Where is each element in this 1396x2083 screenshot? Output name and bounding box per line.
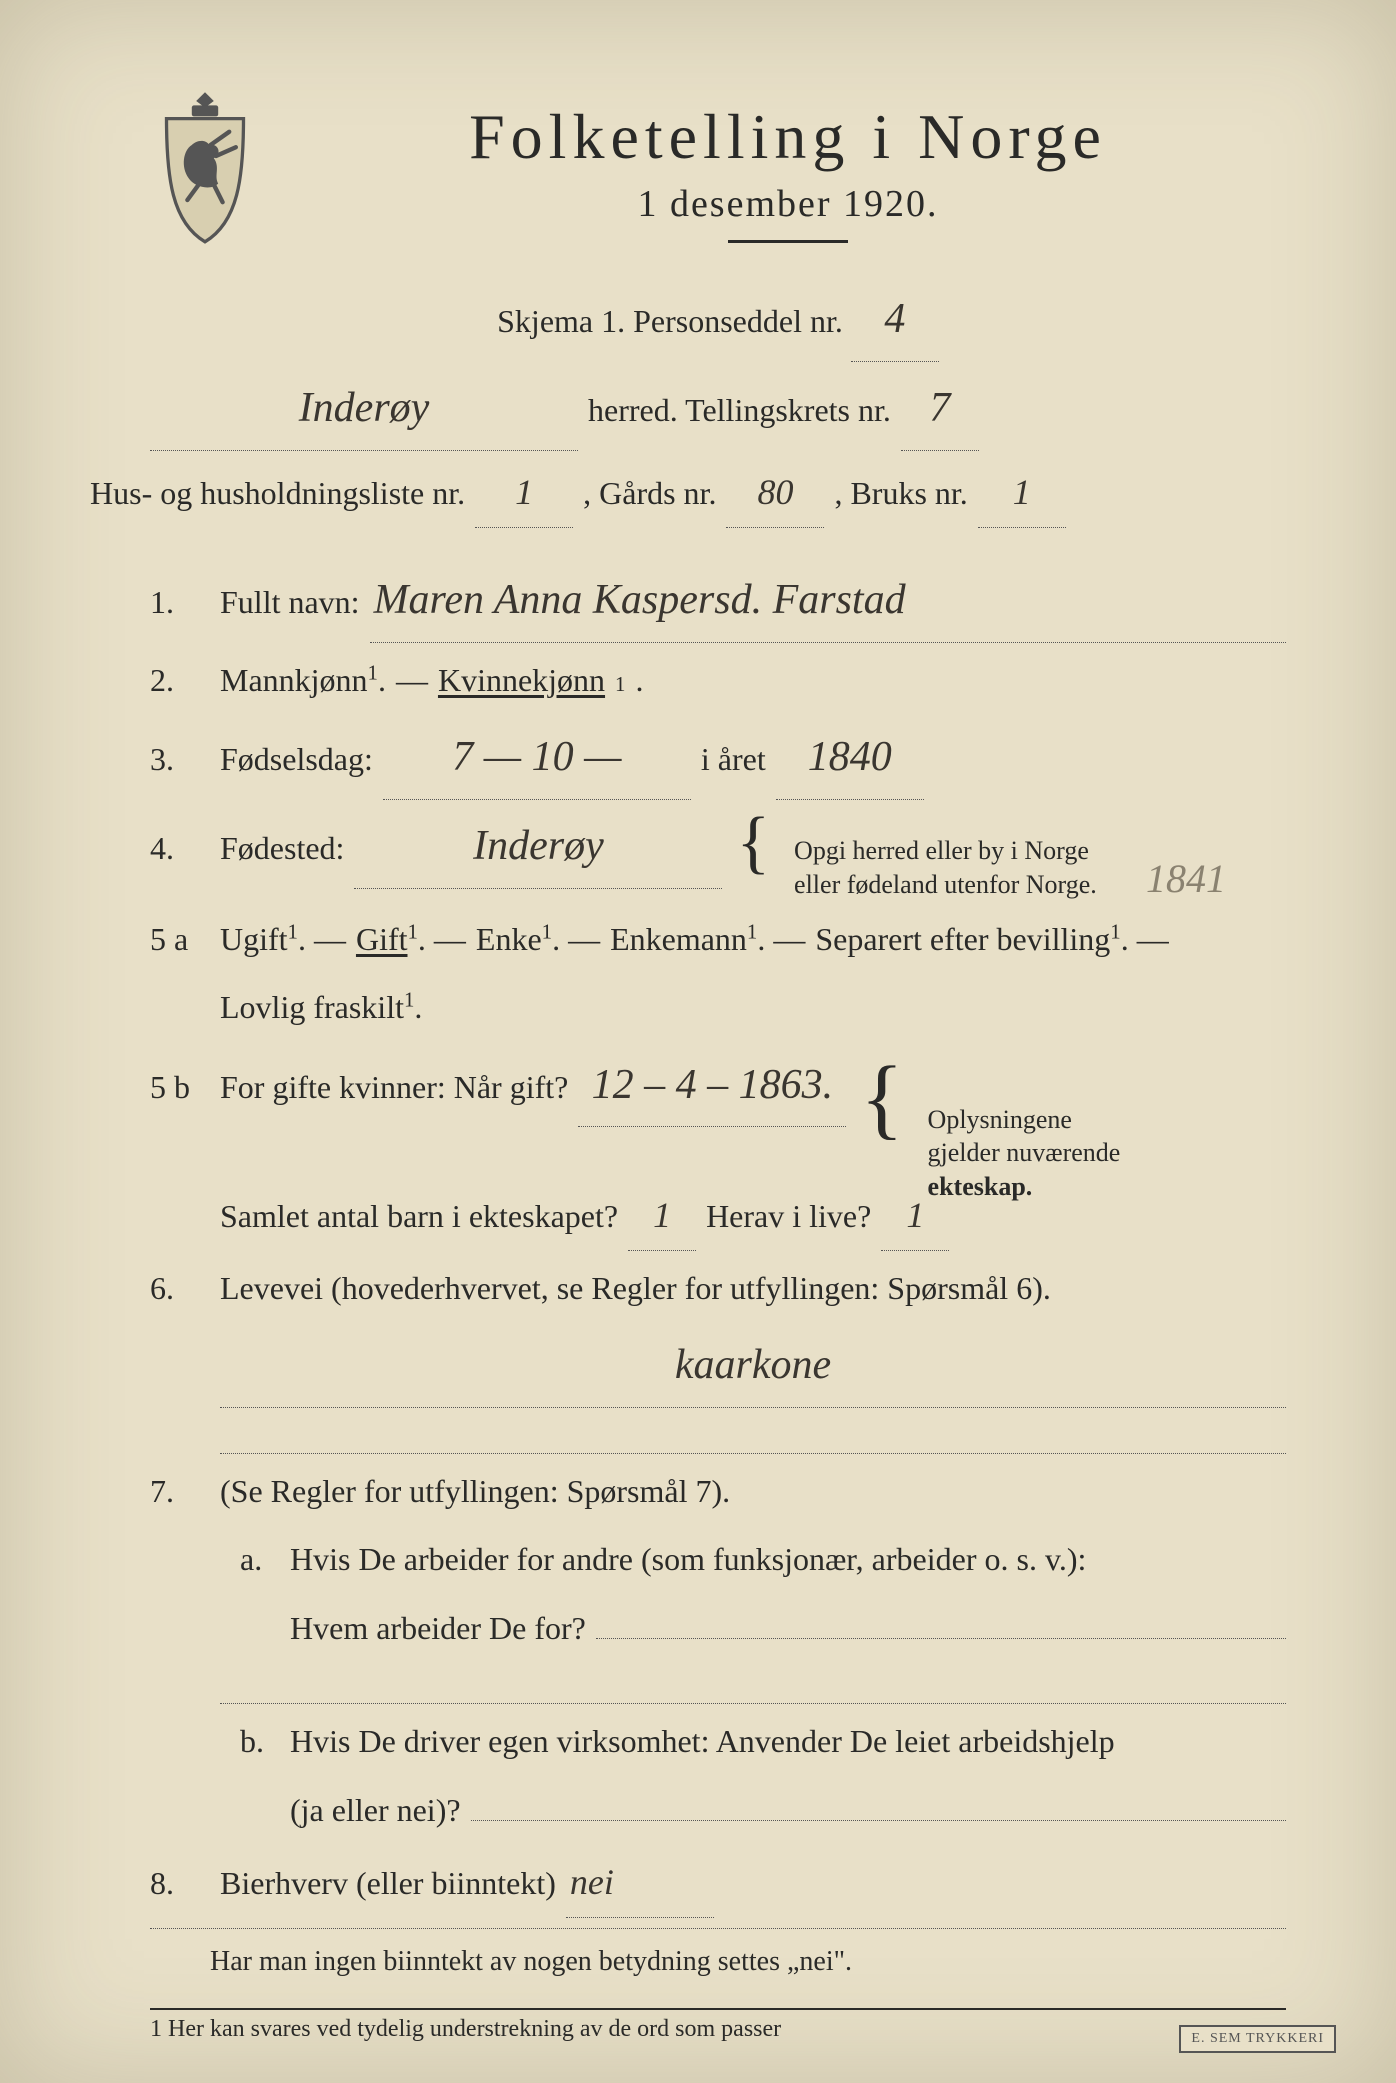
q5b-note: Oplysningene gjelder nuværende ekteskap. <box>928 1103 1121 1204</box>
q5a-enkemann: Enkemann1. — <box>610 908 805 970</box>
q4: 4. Fødested: Inderøy { Opgi herred eller… <box>150 806 1286 902</box>
main-title: Folketelling i Norge <box>290 100 1286 174</box>
q5a-gift: Gift1. — <box>356 908 466 970</box>
q5b-label-c: Herav i live? <box>706 1185 871 1247</box>
q5a-enke: Enke1. — <box>476 908 600 970</box>
q5b-giftdate: 12 – 4 – 1863. <box>578 1045 846 1128</box>
q2-num: 2. <box>150 649 210 711</box>
q3-daymonth: 7 — 10 — <box>383 717 691 800</box>
q5b-barn: 1 <box>628 1180 696 1251</box>
skjema-label: Skjema 1. Personseddel nr. <box>497 303 843 339</box>
q5a-num: 5 a <box>150 908 210 970</box>
q8-value: nei <box>566 1847 714 1918</box>
census-form-page: Folketelling i Norge 1 desember 1920. Sk… <box>0 0 1396 2083</box>
q6: 6. Levevei (hovederhvervet, se Regler fo… <box>150 1257 1286 1319</box>
bruks-nr: 1 <box>978 457 1066 528</box>
husliste-line: Hus- og husholdningsliste nr. 1 , Gårds … <box>90 457 1286 528</box>
subtitle: 1 desember 1920. <box>290 182 1286 226</box>
q7b-num: b. <box>240 1710 280 1772</box>
pencil-year: 1841 <box>1146 855 1226 902</box>
closing-note: Har man ingen biinntekt av nogen betydni… <box>150 1935 1286 1990</box>
q6-label: Levevei (hovederhvervet, se Regler for u… <box>220 1257 1051 1319</box>
q7a-text1: Hvis De arbeider for andre (som funksjon… <box>290 1528 1086 1590</box>
herred-line: Inderøy herred. Tellingskrets nr. 7 <box>150 368 1286 451</box>
gards-nr: 80 <box>726 457 824 528</box>
q7a-text2: Hvem arbeider De for? <box>290 1597 586 1659</box>
q5a-ugift: Ugift1. — <box>220 908 346 970</box>
q6-blank2 <box>150 1414 1286 1453</box>
q7-label: (Se Regler for utfyllingen: Spørsmål 7). <box>220 1460 730 1522</box>
coat-of-arms-icon <box>150 90 260 250</box>
q2-kvinne: Kvinnekjønn <box>438 649 605 711</box>
q1-num: 1. <box>150 571 210 633</box>
q5b-line1: 5 b For gifte kvinner: Når gift? 12 – 4 … <box>150 1045 1286 1174</box>
q7a-blank <box>150 1665 1286 1704</box>
q7b-line1: b. Hvis De driver egen virksomhet: Anven… <box>150 1710 1286 1772</box>
q6-value-line: kaarkone <box>150 1325 1286 1408</box>
q3-year: 1840 <box>776 717 924 800</box>
herred-name: Inderøy <box>150 368 578 451</box>
q5b-label-a: For gifte kvinner: Når gift? <box>220 1056 568 1118</box>
q6-num: 6. <box>150 1257 210 1319</box>
q3: 3. Fødselsdag: 7 — 10 — i året 1840 <box>150 717 1286 800</box>
q7a-line2: Hvem arbeider De for? <box>150 1597 1286 1659</box>
q5a: 5 a Ugift1. — Gift1. — Enke1. — Enkemann… <box>150 908 1286 970</box>
divider-solid <box>150 2008 1286 2010</box>
q7b-text2: (ja eller nei)? <box>290 1779 461 1841</box>
title-block: Folketelling i Norge 1 desember 1920. <box>290 80 1286 269</box>
q5a-fraskilt: Lovlig fraskilt1. <box>220 976 422 1038</box>
q5b-label-b: Samlet antal barn i ekteskapet? <box>220 1185 618 1247</box>
q5a-line2: Lovlig fraskilt1. <box>150 976 1286 1038</box>
title-rule <box>728 240 848 243</box>
q7a-num: a. <box>240 1528 280 1590</box>
footnote: 1 Her kan svares ved tydelig understrekn… <box>150 2016 1286 2043</box>
q4-label: Fødested: <box>220 817 344 879</box>
skjema-line: Skjema 1. Personseddel nr. 4 <box>150 279 1286 362</box>
q4-num: 4. <box>150 817 210 879</box>
q8-label: Bierhverv (eller biinntekt) <box>220 1852 556 1914</box>
divider <box>150 1928 1286 1929</box>
q2-mann: Mannkjønn1. <box>220 649 386 711</box>
q6-value: kaarkone <box>220 1325 1286 1408</box>
herred-label: herred. Tellingskrets nr. <box>588 379 891 441</box>
q8: 8. Bierhverv (eller biinntekt) nei <box>150 1847 1286 1918</box>
q1-label: Fullt navn: <box>220 571 360 633</box>
tellingskrets-nr: 7 <box>901 368 979 451</box>
husliste-nr: 1 <box>475 457 573 528</box>
q3-yearlabel: i året <box>701 728 766 790</box>
q5a-sep: Separert efter bevilling1. — <box>815 908 1168 970</box>
printer-stamp: E. SEM TRYKKERI <box>1179 2025 1336 2053</box>
q3-label: Fødselsdag: <box>220 728 373 790</box>
q2: 2. Mannkjønn1. — Kvinnekjønn1. <box>150 649 1286 711</box>
q7: 7. (Se Regler for utfyllingen: Spørsmål … <box>150 1460 1286 1522</box>
q4-note: Opgi herred eller by i Norge eller fødel… <box>794 834 1097 902</box>
q3-num: 3. <box>150 728 210 790</box>
q2-dash: — <box>396 649 428 711</box>
personseddel-nr: 4 <box>851 279 939 362</box>
husliste-label: Hus- og husholdningsliste nr. <box>90 462 465 524</box>
gards-label: , Gårds nr. <box>583 462 716 524</box>
bruks-label: , Bruks nr. <box>834 462 967 524</box>
q7a-line1: a. Hvis De arbeider for andre (som funks… <box>150 1528 1286 1590</box>
q8-num: 8. <box>150 1852 210 1914</box>
q7-num: 7. <box>150 1460 210 1522</box>
header: Folketelling i Norge 1 desember 1920. <box>150 80 1286 269</box>
q7b-line2: (ja eller nei)? <box>150 1779 1286 1841</box>
q1-value: Maren Anna Kaspersd. Farstad <box>370 560 1286 643</box>
q1: 1. Fullt navn: Maren Anna Kaspersd. Fars… <box>150 560 1286 643</box>
q5b-num: 5 b <box>150 1056 210 1118</box>
q4-value: Inderøy <box>354 806 722 889</box>
q7b-text1: Hvis De driver egen virksomhet: Anvender… <box>290 1710 1115 1772</box>
